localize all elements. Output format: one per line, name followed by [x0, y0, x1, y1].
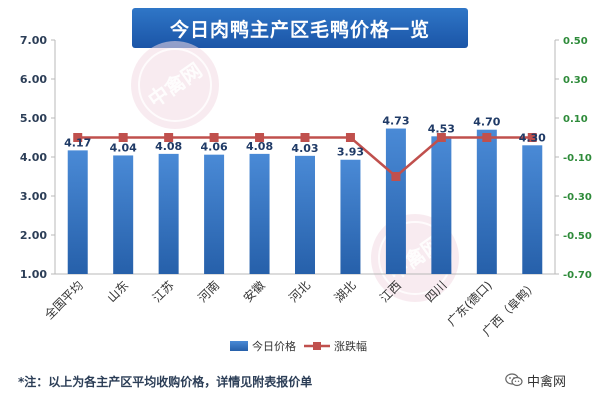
line-point — [209, 133, 219, 142]
watermark-ring — [138, 48, 212, 122]
line-point — [255, 133, 265, 142]
category-label: 安徽 — [240, 278, 268, 306]
watermark-seal — [131, 41, 219, 129]
line-point — [527, 133, 537, 142]
bar-value-label: 4.73 — [382, 115, 409, 128]
left-tick-label: 1.00 — [20, 268, 47, 281]
brand-mark: 中禽网 — [505, 370, 566, 390]
line-point — [436, 133, 446, 142]
legend-bar-label: 今日价格 — [252, 339, 296, 353]
bar — [340, 159, 361, 274]
category-label: 河北 — [286, 278, 313, 305]
line-point — [164, 133, 174, 142]
footnote: *注：以上为各主产区平均收购价格，详情见附表报价单 — [18, 375, 313, 389]
left-tick-label: 7.00 — [20, 34, 47, 47]
category-label: 河南 — [195, 278, 223, 306]
bar-value-label: 4.70 — [473, 116, 500, 129]
line-point — [391, 172, 401, 181]
bar — [158, 153, 179, 274]
bar-value-label: 4.17 — [64, 136, 91, 149]
category-label: 江苏 — [150, 278, 177, 305]
category-label: 全国平均 — [41, 278, 86, 323]
line-point — [482, 133, 492, 142]
line-point — [300, 133, 310, 142]
left-tick-label: 5.00 — [20, 112, 47, 125]
legend-bar-swatch — [230, 341, 248, 351]
bar-value-label: 4.08 — [246, 140, 273, 153]
legend-line-label: 涨跌幅 — [334, 339, 367, 353]
bar-value-label: 4.30 — [519, 131, 546, 144]
bar — [476, 129, 497, 274]
wechat-icon — [505, 373, 523, 387]
brand-name: 中禽网 — [527, 374, 567, 390]
left-tick-label: 2.00 — [20, 229, 47, 242]
chart-title: 今日肉鸭主产区毛鸭价格一览 — [132, 8, 468, 48]
legend-line-marker — [313, 342, 321, 350]
line-point — [118, 133, 128, 142]
left-tick-label: 4.00 — [20, 151, 47, 164]
line-point — [345, 133, 355, 142]
bar — [249, 153, 270, 274]
left-tick-label: 6.00 — [20, 73, 47, 86]
bar — [385, 128, 406, 274]
bar — [204, 154, 225, 274]
right-tick-label: -0.50 — [563, 231, 592, 242]
bar-value-label: 4.53 — [428, 122, 455, 135]
bar-value-label: 4.08 — [155, 140, 182, 153]
bar — [522, 145, 543, 274]
bar-value-label: 3.93 — [337, 146, 364, 159]
bar-value-label: 4.04 — [110, 141, 137, 154]
category-label: 山东 — [104, 278, 131, 305]
bar — [67, 150, 88, 274]
right-tick-label: -0.30 — [563, 192, 592, 203]
right-tick-label: -0.70 — [563, 270, 592, 281]
right-tick-label: 0.30 — [563, 75, 588, 86]
bar-value-label: 4.03 — [291, 142, 318, 155]
right-tick-label: -0.10 — [563, 153, 592, 164]
category-label: 湖北 — [331, 278, 359, 306]
line-point — [73, 133, 83, 142]
bar — [295, 155, 315, 274]
bar — [431, 136, 452, 274]
left-tick-label: 3.00 — [20, 190, 47, 203]
right-tick-label: 0.50 — [563, 36, 588, 47]
bar — [113, 155, 134, 274]
right-tick-label: 0.10 — [563, 114, 588, 125]
bar-value-label: 4.06 — [201, 141, 228, 154]
